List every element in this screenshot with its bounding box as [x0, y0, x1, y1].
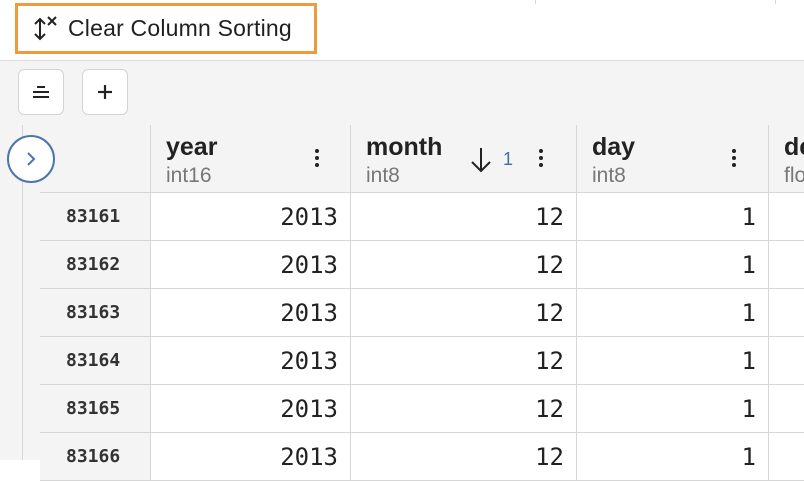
day-cell[interactable]: 1 — [577, 289, 769, 337]
column-header-day[interactable]: day int8 — [577, 125, 769, 193]
header-corner — [40, 125, 151, 193]
column-name: year — [166, 133, 218, 161]
row-index-cell[interactable]: 83164 — [40, 337, 151, 385]
de-cell[interactable] — [769, 289, 804, 337]
month-cell[interactable]: 12 — [351, 289, 577, 337]
month-cell[interactable]: 12 — [351, 193, 577, 241]
day-cell[interactable]: 1 — [577, 433, 769, 481]
year-cell[interactable]: 2013 — [151, 289, 351, 337]
de-cell[interactable] — [769, 241, 804, 289]
row-index-cell[interactable]: 83163 — [40, 289, 151, 337]
divider — [775, 0, 776, 4]
month-cell[interactable]: 12 — [351, 241, 577, 289]
year-cell[interactable]: 2013 — [151, 337, 351, 385]
plus-icon — [98, 85, 112, 99]
column-header-month[interactable]: month int8 1 — [351, 125, 577, 193]
sort-rank-badge: 1 — [503, 149, 514, 169]
left-rail — [22, 125, 23, 460]
column-name: de — [784, 133, 804, 161]
de-cell[interactable] — [769, 385, 804, 433]
month-cell[interactable]: 12 — [351, 337, 577, 385]
month-cell[interactable]: 12 — [351, 385, 577, 433]
grid-toolbar — [0, 61, 804, 126]
row-index-cell[interactable]: 83162 — [40, 241, 151, 289]
day-cell[interactable]: 1 — [577, 193, 769, 241]
column-header-de[interactable]: de flo — [769, 125, 804, 193]
column-menu-icon[interactable] — [534, 147, 548, 173]
expand-panel-button[interactable] — [7, 135, 55, 183]
column-type: int8 — [366, 164, 400, 187]
column-type: flo — [784, 164, 804, 187]
data-grid: year int16 month int8 1 day int8 de flo … — [0, 125, 804, 481]
row-index-cell[interactable]: 83165 — [40, 385, 151, 433]
top-strip: Clear Column Sorting — [0, 0, 804, 61]
month-cell[interactable]: 12 — [351, 433, 577, 481]
column-type: int8 — [592, 164, 626, 187]
column-header-year[interactable]: year int16 — [151, 125, 351, 193]
row-index-cell[interactable]: 83161 — [40, 193, 151, 241]
day-cell[interactable]: 1 — [577, 241, 769, 289]
align-center-lines-icon — [33, 86, 49, 98]
divider — [535, 0, 536, 4]
clear-column-sorting-button[interactable]: Clear Column Sorting — [15, 3, 317, 54]
year-cell[interactable]: 2013 — [151, 241, 351, 289]
clear-column-sorting-label: Clear Column Sorting — [68, 15, 292, 41]
sort-descending-icon[interactable] — [468, 145, 494, 175]
day-cell[interactable]: 1 — [577, 337, 769, 385]
add-button[interactable] — [82, 69, 128, 115]
column-menu-icon[interactable] — [727, 147, 741, 173]
column-menu-icon[interactable] — [310, 147, 324, 173]
year-cell[interactable]: 2013 — [151, 433, 351, 481]
de-cell[interactable] — [769, 193, 804, 241]
column-type: int16 — [166, 164, 212, 187]
sort-clear-icon — [34, 15, 57, 40]
column-alignment-button[interactable] — [18, 69, 64, 115]
year-cell[interactable]: 2013 — [151, 385, 351, 433]
column-name: month — [366, 133, 443, 161]
column-name: day — [592, 133, 636, 161]
year-cell[interactable]: 2013 — [151, 193, 351, 241]
de-cell[interactable] — [769, 433, 804, 481]
day-cell[interactable]: 1 — [577, 385, 769, 433]
chevron-right-icon — [27, 152, 36, 166]
de-cell[interactable] — [769, 337, 804, 385]
row-index-cell[interactable]: 83166 — [40, 433, 151, 481]
